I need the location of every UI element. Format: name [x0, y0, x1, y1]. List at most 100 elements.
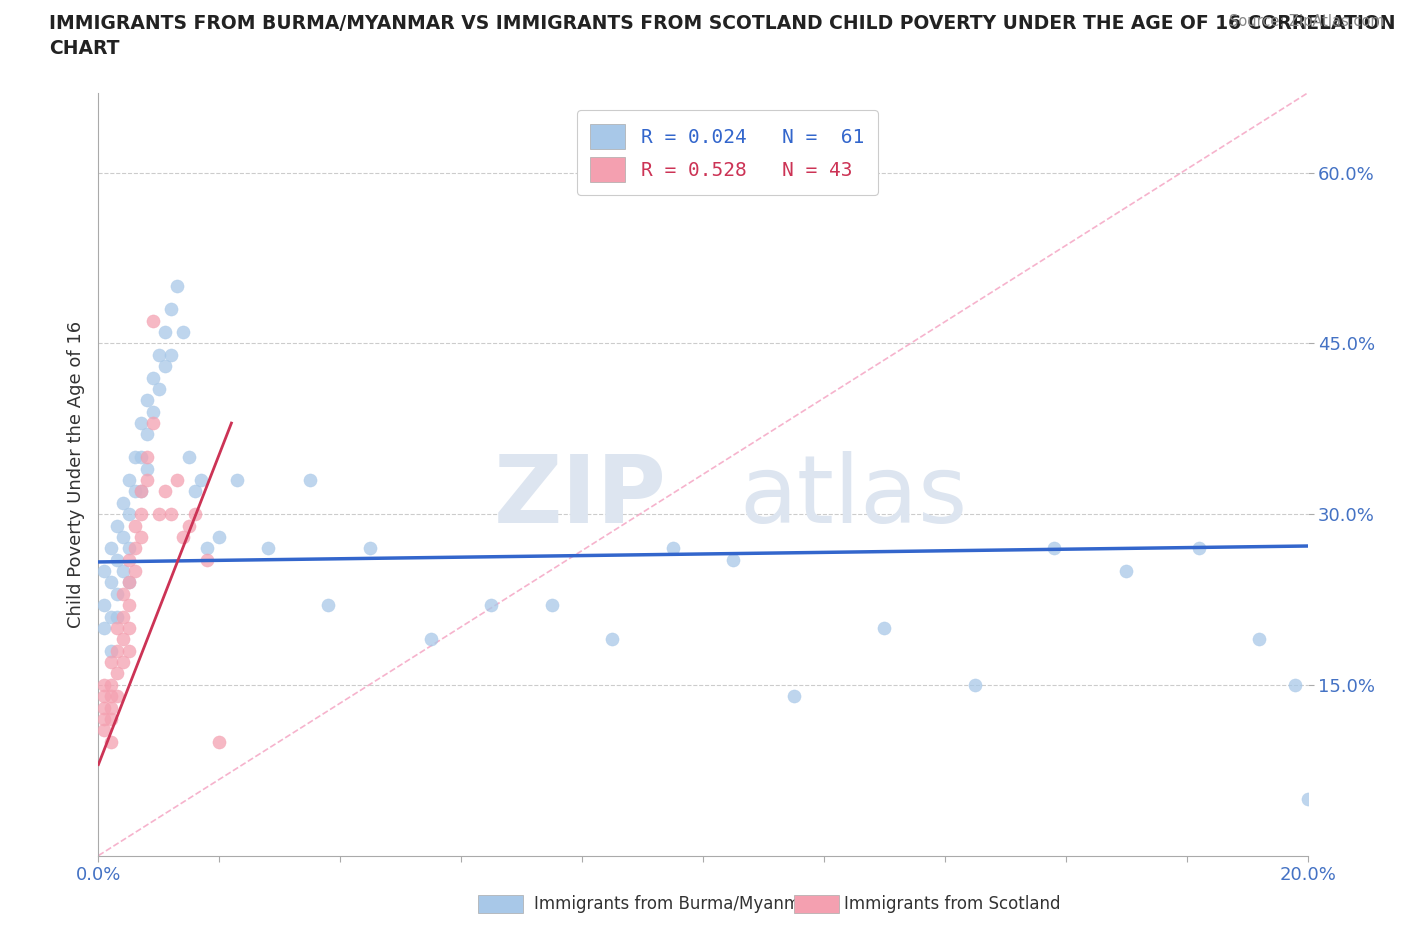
Point	[190, 472, 212, 487]
Point	[118, 507, 141, 522]
Point	[129, 416, 152, 431]
Point	[124, 541, 146, 556]
Point	[179, 518, 201, 533]
Point	[93, 723, 115, 737]
Point	[153, 325, 176, 339]
Point	[124, 518, 146, 533]
Point	[195, 541, 218, 556]
Point	[100, 700, 122, 715]
Point	[100, 609, 122, 624]
Point	[166, 472, 188, 487]
Point	[100, 541, 122, 556]
Point	[142, 416, 165, 431]
Point	[166, 279, 188, 294]
Point	[160, 347, 183, 362]
Point	[1115, 564, 1137, 578]
Point	[661, 541, 683, 556]
Point	[965, 677, 987, 692]
Point	[93, 598, 115, 613]
Point	[118, 552, 141, 567]
Point	[256, 541, 278, 556]
Point	[118, 598, 141, 613]
Point	[148, 347, 170, 362]
Point	[153, 484, 176, 498]
Point	[184, 484, 207, 498]
Point	[100, 575, 122, 590]
Point	[100, 644, 122, 658]
Point	[118, 575, 141, 590]
Point	[100, 735, 122, 750]
Point	[195, 552, 218, 567]
Text: CHART: CHART	[49, 39, 120, 58]
Point	[129, 484, 152, 498]
Point	[160, 302, 183, 317]
Point	[111, 496, 134, 511]
Point	[111, 655, 134, 670]
Point	[481, 598, 503, 613]
Point	[208, 735, 231, 750]
Point	[1249, 631, 1271, 646]
Legend: R = 0.024   N =  61, R = 0.528   N = 43: R = 0.024 N = 61, R = 0.528 N = 43	[576, 111, 877, 195]
Point	[111, 587, 134, 602]
Point	[118, 620, 141, 635]
Text: Source: ZipAtlas.com: Source: ZipAtlas.com	[1229, 14, 1385, 29]
Text: Immigrants from Scotland: Immigrants from Scotland	[844, 895, 1060, 913]
Point	[723, 552, 745, 567]
Point	[118, 472, 141, 487]
Point	[93, 711, 115, 726]
Point	[111, 564, 134, 578]
Point	[540, 598, 562, 613]
Point	[172, 325, 194, 339]
Point	[93, 700, 115, 715]
Point	[100, 711, 122, 726]
Point	[873, 620, 896, 635]
Point	[299, 472, 322, 487]
Point	[118, 575, 141, 590]
Point	[1296, 791, 1319, 806]
Point	[105, 689, 128, 704]
Point	[129, 484, 152, 498]
Point	[118, 644, 141, 658]
Point	[172, 529, 194, 544]
Point	[360, 541, 382, 556]
Point	[1188, 541, 1211, 556]
Text: ZIP: ZIP	[494, 451, 666, 543]
Point	[135, 472, 157, 487]
Point	[124, 484, 146, 498]
Point	[602, 631, 624, 646]
Point	[135, 461, 157, 476]
Point	[118, 541, 141, 556]
Y-axis label: Child Poverty Under the Age of 16: Child Poverty Under the Age of 16	[66, 321, 84, 628]
Point	[100, 655, 122, 670]
Point	[148, 381, 170, 396]
Point	[100, 689, 122, 704]
Text: atlas: atlas	[740, 451, 967, 543]
Point	[153, 359, 176, 374]
Point	[135, 450, 157, 465]
Point	[1042, 541, 1064, 556]
Point	[129, 529, 152, 544]
Point	[129, 507, 152, 522]
Point	[142, 405, 165, 419]
Point	[93, 620, 115, 635]
Point	[105, 518, 128, 533]
Point	[93, 689, 115, 704]
Point	[105, 609, 128, 624]
Point	[105, 644, 128, 658]
Point	[142, 313, 165, 328]
Point	[316, 598, 339, 613]
Point	[783, 689, 806, 704]
Point	[105, 620, 128, 635]
Point	[142, 370, 165, 385]
Point	[111, 631, 134, 646]
Point	[105, 587, 128, 602]
Point	[111, 529, 134, 544]
Point	[105, 552, 128, 567]
Point	[105, 666, 128, 681]
Point	[93, 564, 115, 578]
Point	[124, 450, 146, 465]
Text: IMMIGRANTS FROM BURMA/MYANMAR VS IMMIGRANTS FROM SCOTLAND CHILD POVERTY UNDER TH: IMMIGRANTS FROM BURMA/MYANMAR VS IMMIGRA…	[49, 14, 1396, 33]
Point	[135, 427, 157, 442]
Point	[420, 631, 443, 646]
Point	[135, 392, 157, 407]
